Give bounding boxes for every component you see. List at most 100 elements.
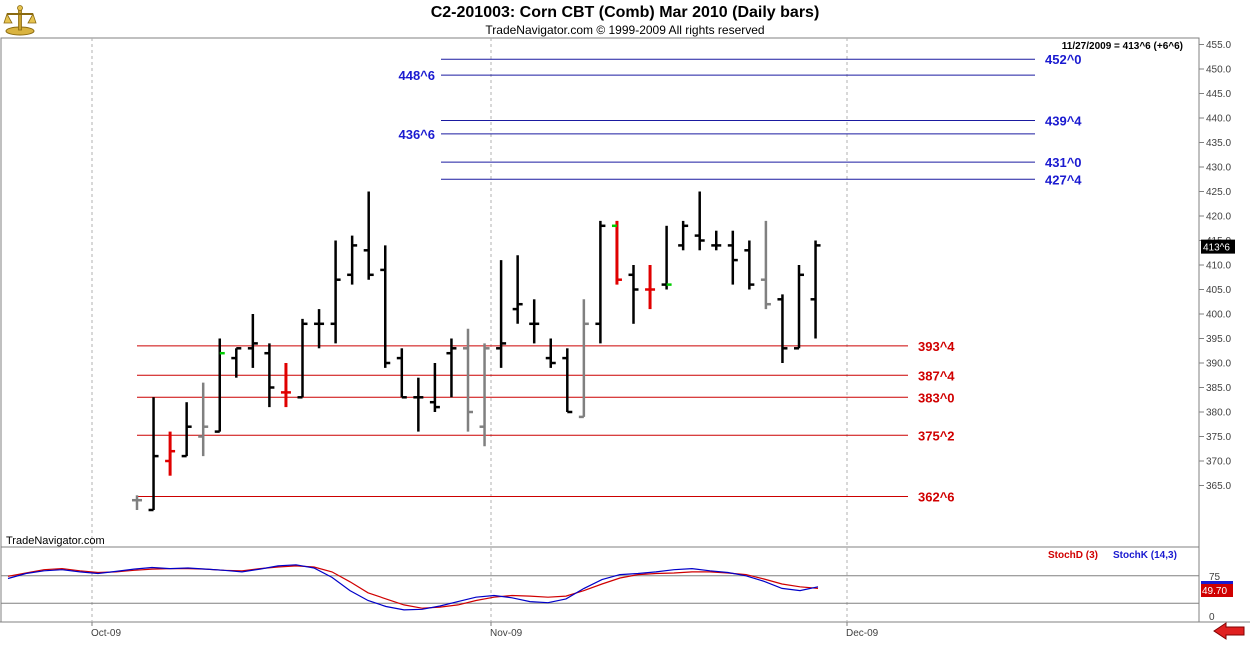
- ohlc-bar: [777, 294, 788, 363]
- y-tick-label: 450.0: [1206, 65, 1231, 76]
- chart-subtitle: TradeNavigator.com © 1999-2009 All right…: [485, 23, 765, 37]
- ohlc-bar: [760, 220, 771, 310]
- ohlc-bar: [330, 240, 341, 344]
- y-tick-label: 380.0: [1206, 408, 1231, 419]
- ohlc-bar: [479, 343, 490, 447]
- y-tick-label: 420.0: [1206, 212, 1231, 223]
- ohlc-bar: [280, 363, 291, 408]
- resistance-label: 448^6: [398, 68, 435, 83]
- y-tick-label: 405.0: [1206, 285, 1231, 296]
- ohlc-bar: [413, 377, 424, 432]
- ohlc-bars: [132, 191, 821, 512]
- ohlc-bar: [198, 382, 209, 457]
- y-tick-label: 390.0: [1206, 359, 1231, 370]
- ohlc-bar: [645, 265, 656, 310]
- ohlc-bar: [314, 309, 325, 349]
- last-price-readout: 11/27/2009 = 413^6 (+6^6): [1062, 41, 1183, 52]
- stoch-k-legend: StochK (14,3): [1113, 550, 1177, 561]
- resistance-label: 452^0: [1045, 52, 1082, 67]
- chart-title: C2-201003: Corn CBT (Comb) Mar 2010 (Dai…: [430, 4, 820, 21]
- stoch-series-line: [7, 564, 819, 611]
- y-tick-label: 445.0: [1206, 89, 1231, 100]
- y-tick-label: 375.0: [1206, 432, 1231, 443]
- month-grid: [91, 38, 848, 622]
- trade-navigator-logo-icon: [3, 3, 37, 37]
- y-tick-label: 440.0: [1206, 114, 1231, 125]
- support-label: 383^0: [918, 390, 955, 405]
- ohlc-bar: [810, 240, 821, 339]
- levels: 452^0 448^6 439^4 436^6 431^0 427^4 393^4 387^4…: [137, 52, 1082, 505]
- y-tick-label: 385.0: [1206, 383, 1231, 394]
- ohlc-bar: [512, 255, 523, 324]
- stoch-tick-label: 75: [1209, 572, 1221, 583]
- ohlc-bar: [628, 265, 639, 324]
- stoch-value-marker: 49.70: [1202, 586, 1227, 597]
- last-price-marker-box: [1201, 239, 1235, 254]
- y-tick-label: 370.0: [1206, 457, 1231, 468]
- scroll-left-arrow-icon[interactable]: [1212, 622, 1246, 640]
- ohlc-bar: [595, 220, 606, 344]
- ohlc-bar: [661, 225, 672, 290]
- ohlc-bar: [545, 338, 556, 368]
- support-label: 375^2: [918, 428, 955, 443]
- resistance-label: 439^4: [1045, 113, 1082, 128]
- support-label: 362^6: [918, 490, 955, 505]
- ohlc-bar: [727, 230, 738, 285]
- ohlc-bar: [214, 338, 225, 433]
- ohlc-bar: [247, 314, 258, 368]
- ohlc-bar: [694, 191, 705, 251]
- ohlc-bar: [429, 363, 440, 412]
- ohlc-bar: [562, 348, 573, 414]
- stoch-value-marker-box: [1201, 583, 1233, 597]
- last-price-marker: 413^6: [1203, 243, 1230, 254]
- ohlc-bar: [744, 240, 755, 290]
- stoch-series-line: [7, 565, 819, 609]
- price-axis: 365.0 370.0 375.0 380.0 385.0 390.0 395.0 400.0…: [1199, 40, 1231, 492]
- x-tick-label: Nov-09: [490, 628, 523, 639]
- y-tick-label: 425.0: [1206, 187, 1231, 198]
- stochastic-panel: 75 0 StochD (3) StochK (14,3) 49.70: [1, 550, 1233, 623]
- ohlc-bar: [165, 431, 176, 476]
- ohlc-bar: [578, 299, 589, 419]
- y-tick-label: 455.0: [1206, 40, 1231, 51]
- ohlc-bar: [297, 318, 308, 399]
- ohlc-bar: [794, 265, 804, 350]
- ohlc-bar: [231, 347, 242, 378]
- ohlc-bar: [181, 402, 192, 458]
- ohlc-bar: [396, 348, 407, 399]
- ohlc-bar: [446, 338, 457, 398]
- x-tick-label: Oct-09: [91, 628, 121, 639]
- ohlc-bar: [380, 245, 391, 368]
- resistance-label: 431^0: [1045, 155, 1082, 170]
- ohlc-bar: [347, 235, 358, 285]
- y-tick-label: 400.0: [1206, 310, 1231, 321]
- watermark-text: TradeNavigator.com: [6, 535, 105, 547]
- y-tick-label: 410.0: [1206, 261, 1231, 272]
- ohlc-bar: [264, 343, 275, 408]
- ohlc-bar: [496, 260, 507, 368]
- y-tick-label: 435.0: [1206, 138, 1231, 149]
- ohlc-bar: [611, 220, 622, 285]
- ohlc-bar: [678, 220, 689, 251]
- resistance-label: 427^4: [1045, 172, 1082, 187]
- ohlc-bar: [363, 191, 374, 280]
- y-tick-label: 365.0: [1206, 481, 1231, 492]
- ohlc-bar: [148, 397, 159, 512]
- stoch-value-marker-top: [1201, 581, 1233, 584]
- ohlc-bar: [463, 328, 473, 432]
- support-label: 387^4: [918, 368, 955, 383]
- ohlc-bar: [711, 230, 722, 251]
- ohlc-bar: [132, 495, 142, 510]
- y-tick-label: 430.0: [1206, 163, 1231, 174]
- chart-header: C2-201003: Corn CBT (Comb) Mar 2010 (Dai…: [0, 4, 1250, 37]
- x-tick-label: Dec-09: [846, 628, 879, 639]
- resistance-label: 436^6: [398, 127, 435, 142]
- support-label: 393^4: [918, 339, 955, 354]
- stoch-d-legend: StochD (3): [1048, 550, 1098, 561]
- y-tick-label: 395.0: [1206, 334, 1231, 345]
- stoch-tick-label: 0: [1209, 612, 1215, 623]
- ohlc-bar: [529, 299, 540, 344]
- date-axis: Oct-09 Nov-09 Dec-09: [91, 622, 879, 639]
